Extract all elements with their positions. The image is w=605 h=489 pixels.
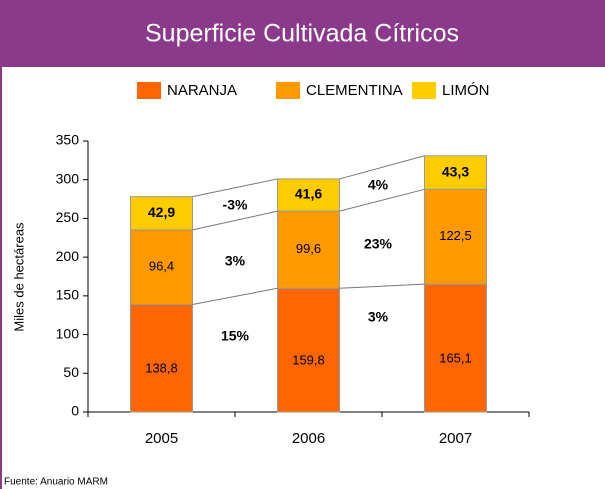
y-tick-label: 250 [56, 209, 80, 225]
connector-line [192, 210, 278, 231]
annotation: 3% [368, 309, 389, 325]
legend-swatch [137, 82, 161, 99]
connector-line [339, 155, 425, 180]
y-tick-label: 0 [71, 403, 79, 419]
legend-swatch [276, 82, 300, 99]
bar [130, 304, 193, 413]
bar [424, 283, 487, 413]
y-tick-label: 300 [56, 170, 80, 186]
y-tick-label: 200 [56, 248, 80, 264]
legend-label: NARANJA [167, 82, 237, 99]
bar [277, 287, 340, 413]
x-tick-label: 2006 [292, 430, 325, 447]
chart-title: Superficie Cultivada Cítricos [145, 20, 459, 48]
data-label: 138,8 [145, 361, 178, 376]
data-label: 159,8 [292, 353, 325, 368]
data-label: 43,3 [442, 163, 469, 179]
connector-line [339, 283, 425, 289]
data-label: 96,4 [149, 259, 174, 274]
y-tick-label: 150 [56, 287, 80, 303]
y-tick-label: 350 [56, 132, 80, 148]
legend-swatch [412, 82, 436, 99]
annotation: 3% [225, 253, 246, 269]
y-tick-label: 100 [56, 325, 80, 341]
data-label: 122,5 [439, 228, 472, 243]
y-tick-label: 50 [63, 364, 79, 380]
bar [130, 196, 193, 231]
connector-line [339, 188, 425, 212]
data-label: 41,6 [295, 186, 322, 202]
legend-label: LIMÓN [442, 82, 490, 99]
connector-line [192, 178, 278, 198]
x-tick-label: 2007 [439, 430, 472, 447]
connector-line [192, 287, 278, 306]
x-tick-label: 2005 [145, 430, 178, 447]
data-label: 42,9 [148, 204, 175, 220]
banner-edge [0, 66, 605, 67]
source: Fuente: Anuario MARM [4, 477, 108, 488]
title-banner [0, 0, 605, 66]
annotation: 23% [364, 236, 393, 252]
bar [277, 210, 340, 289]
bar [424, 155, 487, 190]
bar [130, 229, 193, 306]
annotation: 15% [221, 328, 250, 344]
y-axis-label: Miles de hectáreas [11, 222, 26, 332]
data-label: 165,1 [439, 351, 472, 366]
annotation: -3% [223, 197, 248, 213]
legend-label: CLEMENTINA [306, 82, 403, 99]
annotation: 4% [368, 177, 389, 193]
data-label: 99,6 [296, 241, 321, 256]
left-border [0, 66, 2, 489]
bar [424, 188, 487, 285]
bar [277, 178, 340, 212]
